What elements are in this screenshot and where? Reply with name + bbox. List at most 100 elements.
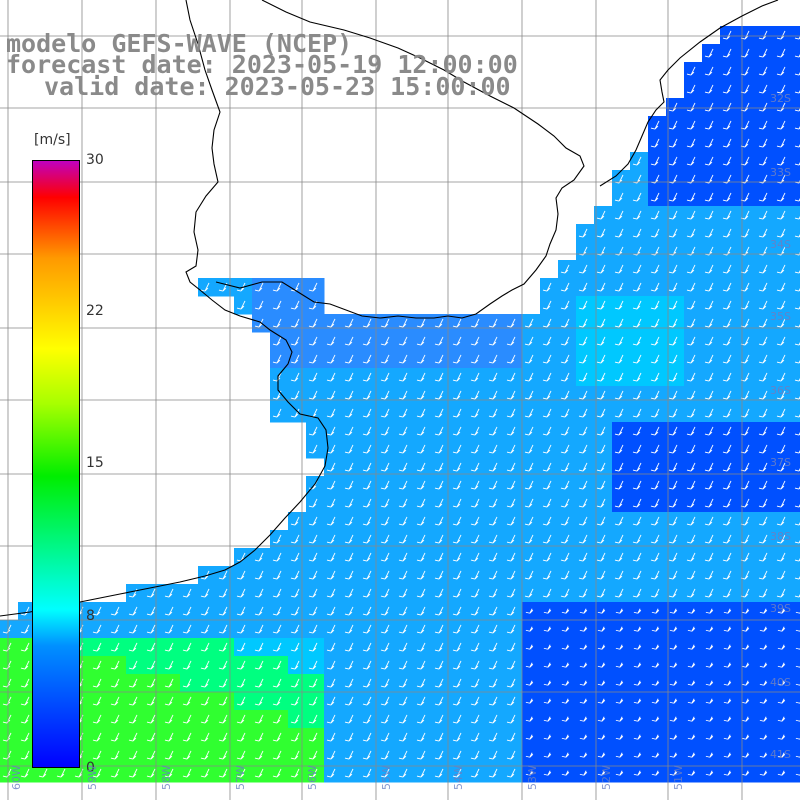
wind-arrow [777, 644, 786, 650]
wind-arrow [632, 264, 642, 274]
wind-arrow [488, 732, 498, 742]
wind-arrow [56, 768, 66, 778]
wind-arrow [524, 444, 534, 454]
wind-arrow [506, 588, 516, 598]
wind-arrow [651, 734, 660, 740]
wind-arrow [543, 662, 552, 668]
wind-arrow [92, 714, 102, 724]
wind-arrow [452, 750, 462, 760]
wind-arrow [687, 770, 696, 776]
wind-arrow [669, 734, 678, 740]
wind-arrow [615, 770, 624, 776]
wind-arrow [470, 588, 480, 598]
wind-arrow [722, 516, 732, 526]
wind-arrow [362, 714, 372, 724]
wind-arrow [543, 608, 552, 614]
wind-arrow [759, 608, 768, 614]
wind-arrow [704, 588, 714, 598]
wind-arrow [687, 698, 696, 704]
wind-arrow [290, 318, 300, 328]
wind-arrow [579, 626, 588, 632]
wind-arrow [272, 588, 282, 598]
wind-arrow [632, 552, 642, 562]
wind-arrow [362, 624, 372, 634]
wind-arrow [560, 588, 570, 598]
wind-arrow [416, 444, 426, 454]
wind-arrow [290, 588, 300, 598]
wind-arrow [704, 192, 714, 202]
wind-arrow [704, 300, 714, 310]
field-cell [792, 332, 800, 351]
wind-arrow [615, 752, 624, 758]
wind-arrow [308, 318, 318, 328]
wind-arrow [344, 354, 354, 364]
wind-arrow [344, 408, 354, 418]
wind-arrow [758, 192, 768, 202]
lon-label: 55W [380, 765, 393, 790]
wind-arrow [272, 354, 282, 364]
wind-arrow [560, 498, 570, 508]
wind-arrow [434, 750, 444, 760]
wind-arrow [525, 644, 534, 650]
wind-arrow [596, 264, 606, 274]
wind-arrow [776, 534, 786, 544]
wind-arrow [687, 716, 696, 722]
wind-arrow [686, 498, 696, 508]
lat-label: 38S [770, 530, 791, 543]
wind-arrow [633, 698, 642, 704]
wind-arrow [506, 534, 516, 544]
wind-arrow [146, 642, 156, 652]
wind-arrow [506, 462, 516, 472]
wind-arrow [578, 426, 588, 436]
wind-arrow [722, 408, 732, 418]
wind-arrow [777, 662, 786, 668]
wind-arrow [488, 462, 498, 472]
wind-arrow [542, 300, 552, 310]
wind-arrow [470, 354, 480, 364]
wind-arrow [470, 372, 480, 382]
wind-arrow [560, 480, 570, 490]
wind-arrow [20, 624, 30, 634]
wind-arrow [542, 516, 552, 526]
wind-arrow [704, 48, 714, 58]
wind-arrow [506, 714, 516, 724]
wind-arrow [705, 680, 714, 686]
wind-arrow [434, 588, 444, 598]
wind-arrow [741, 644, 750, 650]
wind-arrow [650, 444, 660, 454]
wind-arrow [164, 714, 174, 724]
wind-arrow [380, 714, 390, 724]
wind-arrow [254, 696, 264, 706]
wind-arrow [200, 714, 210, 724]
wind-direction-arrows [2, 30, 800, 778]
wind-arrow [344, 480, 354, 490]
wind-arrow [92, 624, 102, 634]
field-cell [792, 368, 800, 387]
wind-arrow [650, 408, 660, 418]
wind-arrow [470, 480, 480, 490]
wind-arrow [434, 354, 444, 364]
wind-arrow [326, 534, 336, 544]
field-cell [792, 764, 800, 783]
wind-arrow [20, 768, 30, 778]
wind-arrow [669, 752, 678, 758]
wind-arrow [254, 660, 264, 670]
wind-arrow [561, 626, 570, 632]
wind-arrow [470, 660, 480, 670]
wind-arrow [326, 552, 336, 562]
wind-arrow [596, 516, 606, 526]
wind-arrow [687, 662, 696, 668]
wind-arrow [795, 629, 800, 632]
wind-arrow [560, 444, 570, 454]
wind-arrow [722, 138, 732, 148]
wind-arrow [686, 156, 696, 166]
wind-arrow [669, 770, 678, 776]
wind-arrow [543, 698, 552, 704]
wind-arrow [362, 408, 372, 418]
coastline [0, 0, 779, 617]
wind-arrow [272, 642, 282, 652]
wind-arrow [578, 408, 588, 418]
wind-arrow [434, 570, 444, 580]
field-cell [792, 386, 800, 405]
